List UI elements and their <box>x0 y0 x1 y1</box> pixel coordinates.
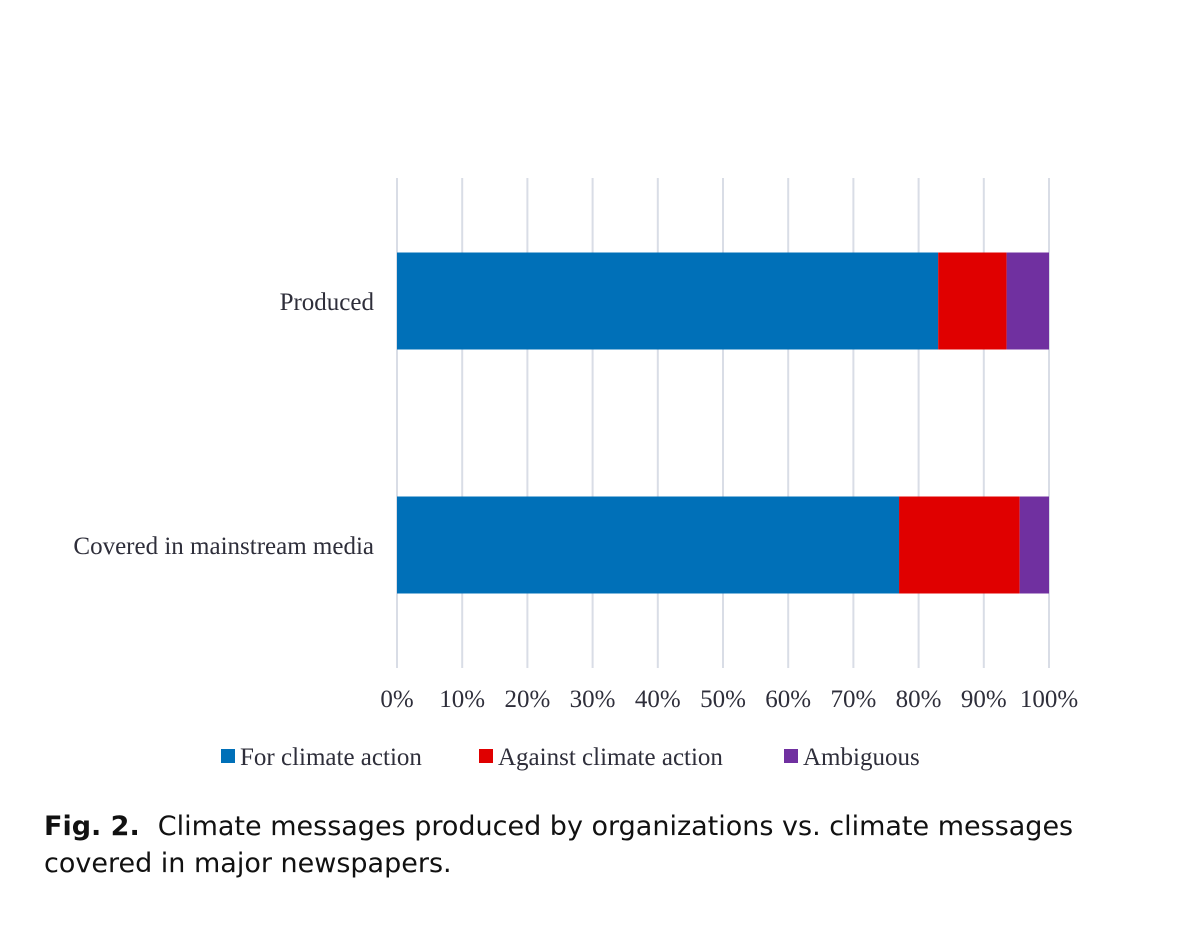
legend-swatch <box>479 749 493 763</box>
bar-segment-1-2 <box>938 252 1007 350</box>
legend-label: Against climate action <box>498 744 723 771</box>
caption-label: Fig. 2. <box>44 811 140 842</box>
bars <box>397 252 1049 594</box>
x-tick-label: 0% <box>380 686 413 713</box>
x-tick-labels: 0% 10% 20% 30% 40% 50% 60% 70% 80% 90% 100% <box>380 686 1078 713</box>
category-label: Covered in mainstream media <box>73 533 374 560</box>
legend-swatch <box>221 749 235 763</box>
x-tick-label: 40% <box>635 686 681 713</box>
figure-caption: Fig. 2. Climate messages produced by orga… <box>44 808 1094 882</box>
caption-text: Climate messages produced by organizatio… <box>44 811 1074 879</box>
x-tick-label: 20% <box>504 686 550 713</box>
legend-label: For climate action <box>240 744 422 771</box>
stacked-bar-chart: Produced Covered in mainstream media 0% 10… <box>73 178 1078 771</box>
bar-segment-1-3 <box>1006 252 1049 350</box>
legend-label: Ambiguous <box>803 744 920 771</box>
x-tick-label: 10% <box>439 686 485 713</box>
x-tick-label: 100% <box>1020 686 1078 713</box>
bar-segment-1-1 <box>397 252 939 350</box>
category-label: Produced <box>280 289 375 316</box>
x-tick-label: 30% <box>570 686 616 713</box>
x-tick-label: 50% <box>700 686 746 713</box>
bar-segment-2-2 <box>899 496 1020 594</box>
x-tick-label: 80% <box>896 686 942 713</box>
legend: For climate action Against climate action… <box>221 744 920 771</box>
bar-segment-2-3 <box>1019 496 1049 594</box>
legend-swatch <box>784 749 798 763</box>
x-tick-label: 70% <box>830 686 876 713</box>
x-tick-label: 90% <box>961 686 1007 713</box>
x-tick-label: 60% <box>765 686 811 713</box>
gridlines <box>396 178 1050 668</box>
bar-segment-2-1 <box>397 496 900 594</box>
category-labels: Produced Covered in mainstream media <box>73 289 374 560</box>
